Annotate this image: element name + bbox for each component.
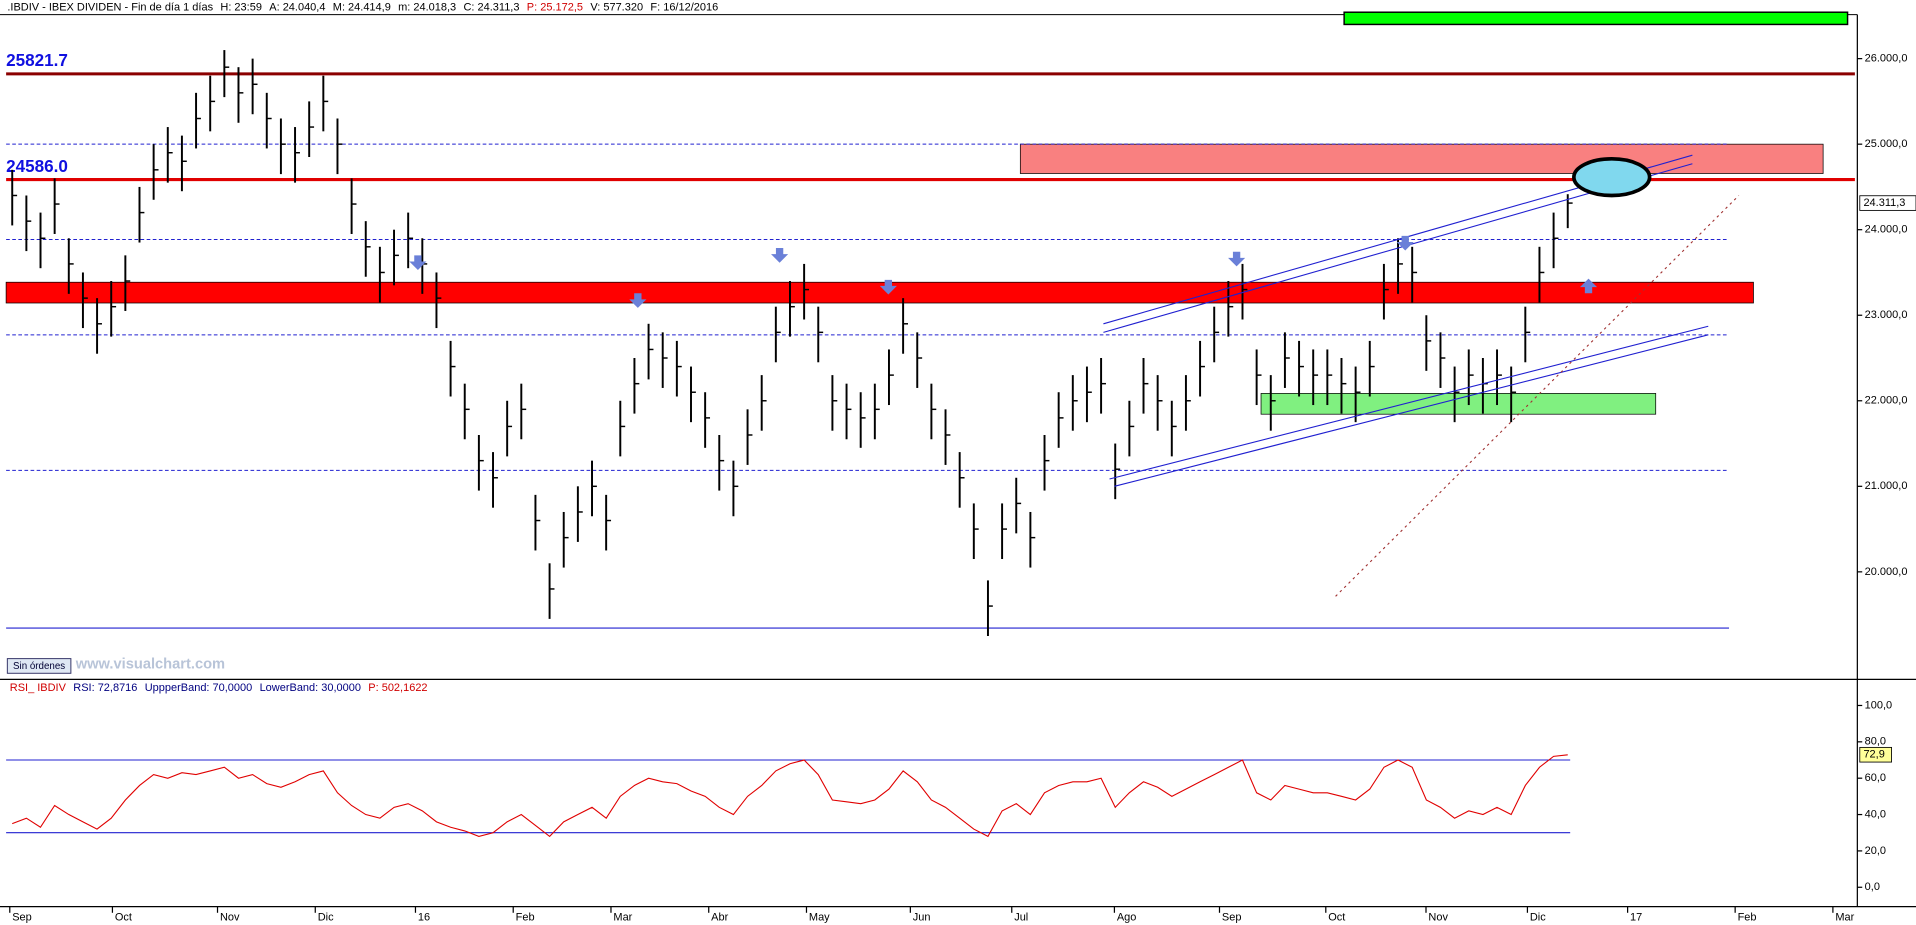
header-item: H: 23:59 — [220, 1, 262, 13]
y-tick-label: 0,0 — [1865, 881, 1880, 893]
level-label: 25821.7 — [6, 51, 68, 70]
rsi-line — [12, 754, 1568, 838]
x-tick-label: Feb — [516, 912, 535, 924]
channel-line — [1109, 325, 1709, 480]
up-arrow — [1579, 278, 1598, 294]
header-item: UppperBand: 70,0000 — [145, 682, 253, 694]
green-bar — [1343, 11, 1849, 26]
header-item: P: 502,1622 — [368, 682, 427, 694]
y-tick-label: 22.000,0 — [1865, 395, 1908, 407]
header-item: RSI_ IBDIV — [10, 682, 67, 694]
target-ellipse — [1572, 157, 1652, 198]
x-tick-label: Dic — [1530, 912, 1546, 924]
down-arrow — [771, 248, 789, 263]
y-tick-label: 20.000,0 — [1865, 566, 1908, 578]
x-tick-label: Oct — [115, 912, 132, 924]
header: .IBDIV - IBEX DIVIDEN - Fin de día 1 día… — [7, 1, 718, 13]
last-rsi-label: 72,9 — [1863, 749, 1884, 761]
x-tick-label: May — [809, 912, 830, 924]
header-item: A: 24.040,4 — [269, 1, 325, 13]
y-tick-label: 60,0 — [1865, 772, 1886, 784]
down-arrow — [409, 255, 427, 271]
header-item: C: 24.311,3 — [463, 1, 519, 13]
y-tick-label: 26.000,0 — [1865, 53, 1908, 65]
header-item: P: 25.172,5 — [527, 1, 583, 13]
x-tick-label: Nov — [1428, 912, 1448, 924]
down-arrow — [879, 279, 897, 295]
x-tick-label: Sep — [12, 912, 32, 924]
x-tick-label: 16 — [418, 912, 430, 924]
level-label: 24586.0 — [6, 157, 68, 176]
zone — [1260, 393, 1657, 415]
header-item: F: 16/12/2016 — [650, 1, 718, 13]
x-tick-label: Sep — [1222, 912, 1242, 924]
x-tick-label: Nov — [220, 912, 240, 924]
y-tick-label: 21.000,0 — [1865, 480, 1908, 492]
down-arrow — [629, 293, 647, 308]
x-tick-label: Oct — [1328, 912, 1345, 924]
rsi-header: RSI_ IBDIV RSI: 72,8716 UppperBand: 70,000… — [10, 682, 428, 694]
watermark: www.visualchart.com — [75, 657, 225, 673]
zone — [1019, 143, 1824, 174]
y-tick-label: 100,0 — [1865, 699, 1893, 711]
last-rsi-box — [1859, 746, 1892, 763]
arrows — [409, 235, 1598, 308]
x-tick-label: Abr — [711, 912, 728, 924]
plot: 20.000,0 21.000,0 22.000,0 23.000,0 24.000,0… — [5, 50, 1916, 924]
x-tick-label: 17 — [1630, 912, 1642, 924]
y-tick-label: 40,0 — [1865, 808, 1886, 820]
x-tick-label: Mar — [1835, 912, 1854, 924]
zone — [5, 281, 1754, 304]
orders-button-label[interactable]: Sin órdenes — [13, 661, 65, 672]
x-tick-label: Jun — [913, 912, 931, 924]
down-arrow — [1396, 235, 1414, 251]
x-tick-label: Jul — [1014, 912, 1028, 924]
down-arrow — [1228, 251, 1246, 267]
header-item: LowerBand: 30,0000 — [260, 682, 361, 694]
header-item: RSI: 72,8716 — [73, 682, 137, 694]
orders-button[interactable] — [6, 658, 72, 674]
y-tick-label: 23.000,0 — [1865, 309, 1908, 321]
x-tick-label: Ago — [1117, 912, 1137, 924]
channel-line — [1114, 334, 1709, 487]
header-item: V: 577.320 — [590, 1, 643, 13]
y-tick-label: 80,0 — [1865, 736, 1886, 748]
x-tick-label: Feb — [1738, 912, 1757, 924]
header-item: .IBDIV - IBEX DIVIDEN - Fin de día 1 día… — [7, 1, 213, 13]
last-price-label: 24.311,3 — [1863, 197, 1905, 209]
header-item: M: 24.414,9 — [333, 1, 391, 13]
y-tick-label: 25.000,0 — [1865, 138, 1908, 150]
y-tick-label: 20,0 — [1865, 845, 1886, 857]
header-item: m: 24.018,3 — [398, 1, 456, 13]
x-tick-label: Dic — [318, 912, 334, 924]
y-tick-label: 24.000,0 — [1865, 224, 1908, 236]
x-tick-label: Mar — [613, 912, 632, 924]
